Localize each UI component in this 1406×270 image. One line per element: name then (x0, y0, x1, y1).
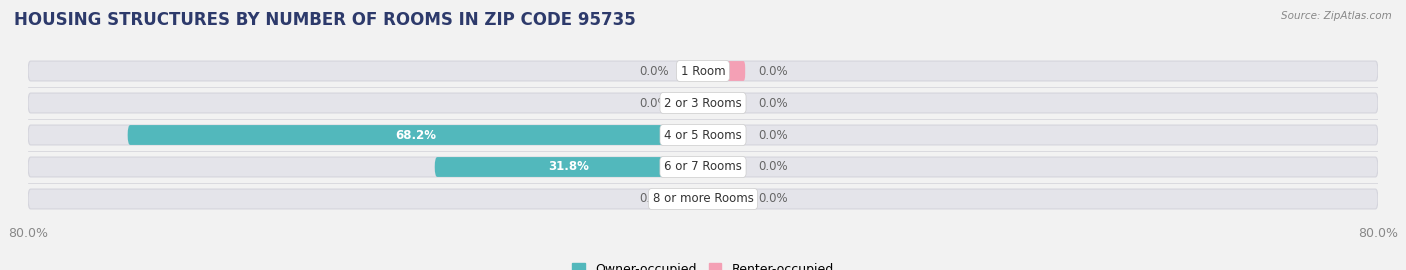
FancyBboxPatch shape (682, 189, 703, 209)
Text: 0.0%: 0.0% (640, 65, 669, 77)
FancyBboxPatch shape (434, 157, 703, 177)
FancyBboxPatch shape (28, 93, 1378, 113)
FancyBboxPatch shape (128, 125, 703, 145)
Text: 0.0%: 0.0% (758, 65, 787, 77)
Text: 0.0%: 0.0% (758, 96, 787, 110)
Text: 31.8%: 31.8% (548, 160, 589, 174)
Text: 1 Room: 1 Room (681, 65, 725, 77)
FancyBboxPatch shape (28, 157, 1378, 177)
Text: 0.0%: 0.0% (640, 96, 669, 110)
FancyBboxPatch shape (28, 189, 1378, 209)
Text: 6 or 7 Rooms: 6 or 7 Rooms (664, 160, 742, 174)
FancyBboxPatch shape (682, 93, 703, 113)
FancyBboxPatch shape (28, 125, 1378, 145)
FancyBboxPatch shape (703, 93, 745, 113)
Text: Source: ZipAtlas.com: Source: ZipAtlas.com (1281, 11, 1392, 21)
Text: 0.0%: 0.0% (640, 193, 669, 205)
FancyBboxPatch shape (682, 61, 703, 81)
Text: 68.2%: 68.2% (395, 129, 436, 141)
Text: HOUSING STRUCTURES BY NUMBER OF ROOMS IN ZIP CODE 95735: HOUSING STRUCTURES BY NUMBER OF ROOMS IN… (14, 11, 636, 29)
Text: 4 or 5 Rooms: 4 or 5 Rooms (664, 129, 742, 141)
Legend: Owner-occupied, Renter-occupied: Owner-occupied, Renter-occupied (568, 258, 838, 270)
FancyBboxPatch shape (703, 189, 745, 209)
FancyBboxPatch shape (28, 61, 1378, 81)
Text: 2 or 3 Rooms: 2 or 3 Rooms (664, 96, 742, 110)
Text: 8 or more Rooms: 8 or more Rooms (652, 193, 754, 205)
FancyBboxPatch shape (703, 125, 745, 145)
FancyBboxPatch shape (703, 61, 745, 81)
Text: 0.0%: 0.0% (758, 160, 787, 174)
Text: 0.0%: 0.0% (758, 193, 787, 205)
FancyBboxPatch shape (703, 157, 745, 177)
Text: 0.0%: 0.0% (758, 129, 787, 141)
